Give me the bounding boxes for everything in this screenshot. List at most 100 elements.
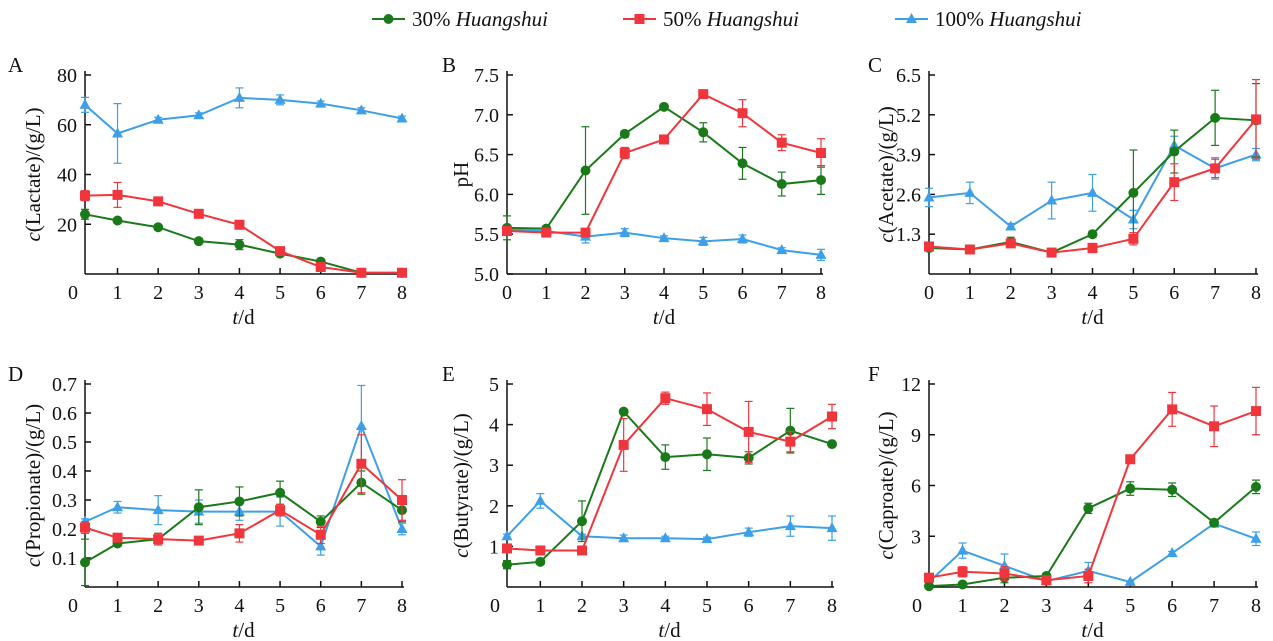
series-50 — [80, 181, 407, 278]
data-point — [502, 559, 512, 570]
data-point — [785, 436, 796, 447]
legend-label-plain: 100% — [935, 7, 989, 31]
data-point — [397, 267, 407, 278]
y-tick-label: 60 — [57, 115, 77, 137]
data-point — [396, 523, 408, 533]
data-point — [275, 505, 286, 516]
y-tick-label: 80 — [57, 65, 77, 87]
data-point — [1251, 114, 1261, 125]
x-tick-label: 2 — [1006, 282, 1016, 304]
series-100 — [923, 135, 1262, 231]
legend-marker — [634, 14, 645, 24]
data-point — [396, 112, 408, 123]
y-tick-label: 7.5 — [474, 65, 499, 87]
data-point — [1041, 575, 1052, 586]
data-point — [1125, 454, 1136, 465]
data-point — [816, 148, 826, 159]
y-tick-label: 40 — [57, 165, 77, 187]
legend-item: 100% Huangshui — [895, 7, 1082, 31]
data-point — [1210, 163, 1221, 174]
legend-marker — [383, 14, 394, 24]
series-line — [506, 105, 822, 230]
data-point — [535, 545, 546, 556]
series-line — [84, 96, 403, 135]
data-point — [275, 487, 286, 498]
x-axis-label-italic: t — [653, 305, 660, 329]
data-point — [193, 535, 204, 546]
data-point — [112, 127, 124, 138]
x-tick-label: 4 — [1083, 595, 1093, 617]
data-point — [743, 526, 755, 537]
data-point — [1209, 421, 1220, 432]
legend-label-plain: 50% — [663, 7, 707, 31]
y-tick-label: 0.7 — [52, 374, 77, 396]
data-point — [1251, 406, 1261, 417]
data-point — [998, 559, 1010, 570]
x-axis-label-italic: t — [232, 618, 239, 641]
data-point — [659, 532, 671, 543]
x-tick-label: 4 — [660, 595, 670, 617]
x-axis-label: t/d — [653, 305, 676, 329]
data-point — [827, 439, 837, 450]
series-line — [506, 499, 833, 541]
y-tick-label: 6 — [911, 476, 921, 498]
x-tick-label: 7 — [1210, 282, 1220, 304]
y-tick-label: 5 — [489, 374, 499, 396]
series-100 — [501, 493, 838, 544]
y-tick-label: 3 — [489, 455, 499, 477]
x-axis-label: t/d — [1081, 305, 1104, 329]
y-axis-label-rest: (Butyrate)/(g/L) — [449, 413, 473, 548]
series-30 — [80, 208, 407, 278]
x-axis-label-italic: t — [232, 305, 239, 329]
data-point — [701, 533, 713, 544]
data-point — [152, 113, 164, 124]
y-tick-label: 0.3 — [52, 490, 77, 512]
x-tick-label: 1 — [541, 282, 551, 304]
data-point — [957, 566, 968, 577]
data-point — [356, 458, 367, 469]
panel-letter: F — [868, 362, 880, 386]
x-tick-label: 8 — [816, 282, 826, 304]
x-tick-label: 1 — [965, 282, 975, 304]
x-tick-label: 8 — [397, 595, 407, 617]
data-point — [355, 104, 367, 115]
data-point — [697, 235, 709, 246]
y-axis-label-italic: c — [874, 233, 898, 243]
data-point — [827, 411, 837, 422]
panel-b: B 5.0 5.5 6.0 6.5 7.0 7.5 0 1 2 3 4 5 6 7 8 t/d pH — [442, 53, 827, 329]
x-tick-label: 6 — [1169, 282, 1179, 304]
data-point — [743, 426, 754, 437]
data-point — [234, 219, 245, 230]
data-point — [193, 502, 204, 513]
x-tick-label: 2 — [999, 595, 1009, 617]
x-tick-label: 8 — [397, 282, 407, 304]
data-point — [580, 165, 591, 176]
y-axis-label-italic: c — [21, 557, 45, 567]
x-tick-label: 5 — [275, 282, 285, 304]
data-point — [355, 420, 367, 431]
data-point — [737, 108, 748, 119]
x-axis-label-rest: /d — [664, 618, 681, 641]
x-axis-label-rest: /d — [1087, 618, 1104, 641]
data-point — [1083, 503, 1094, 514]
data-point — [658, 232, 670, 243]
data-point — [152, 504, 164, 515]
data-point — [356, 267, 367, 278]
y-tick-label: 5.0 — [474, 264, 499, 286]
series-100 — [79, 87, 408, 164]
y-tick-label: 6.0 — [474, 184, 499, 206]
data-point — [784, 520, 796, 531]
x-tick-label: 5 — [698, 282, 708, 304]
x-tick-label: 5 — [275, 595, 285, 617]
x-tick-label: 8 — [1251, 282, 1261, 304]
data-point — [501, 530, 513, 541]
data-point — [112, 501, 124, 512]
legend-label-plain: 30% — [412, 7, 456, 31]
data-point — [776, 179, 787, 190]
y-axis-label: c(Acetate)/(g/L) — [874, 106, 898, 242]
legend-marker — [906, 13, 917, 23]
data-point — [923, 191, 935, 202]
y-axis-label-rest: (Acetate)/(g/L) — [874, 106, 898, 233]
x-tick-label: 7 — [777, 282, 787, 304]
data-point — [776, 137, 787, 148]
